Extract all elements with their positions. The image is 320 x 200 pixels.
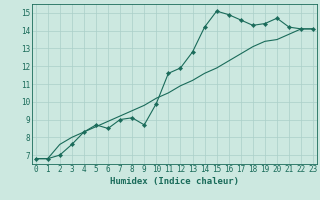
X-axis label: Humidex (Indice chaleur): Humidex (Indice chaleur) [110, 177, 239, 186]
